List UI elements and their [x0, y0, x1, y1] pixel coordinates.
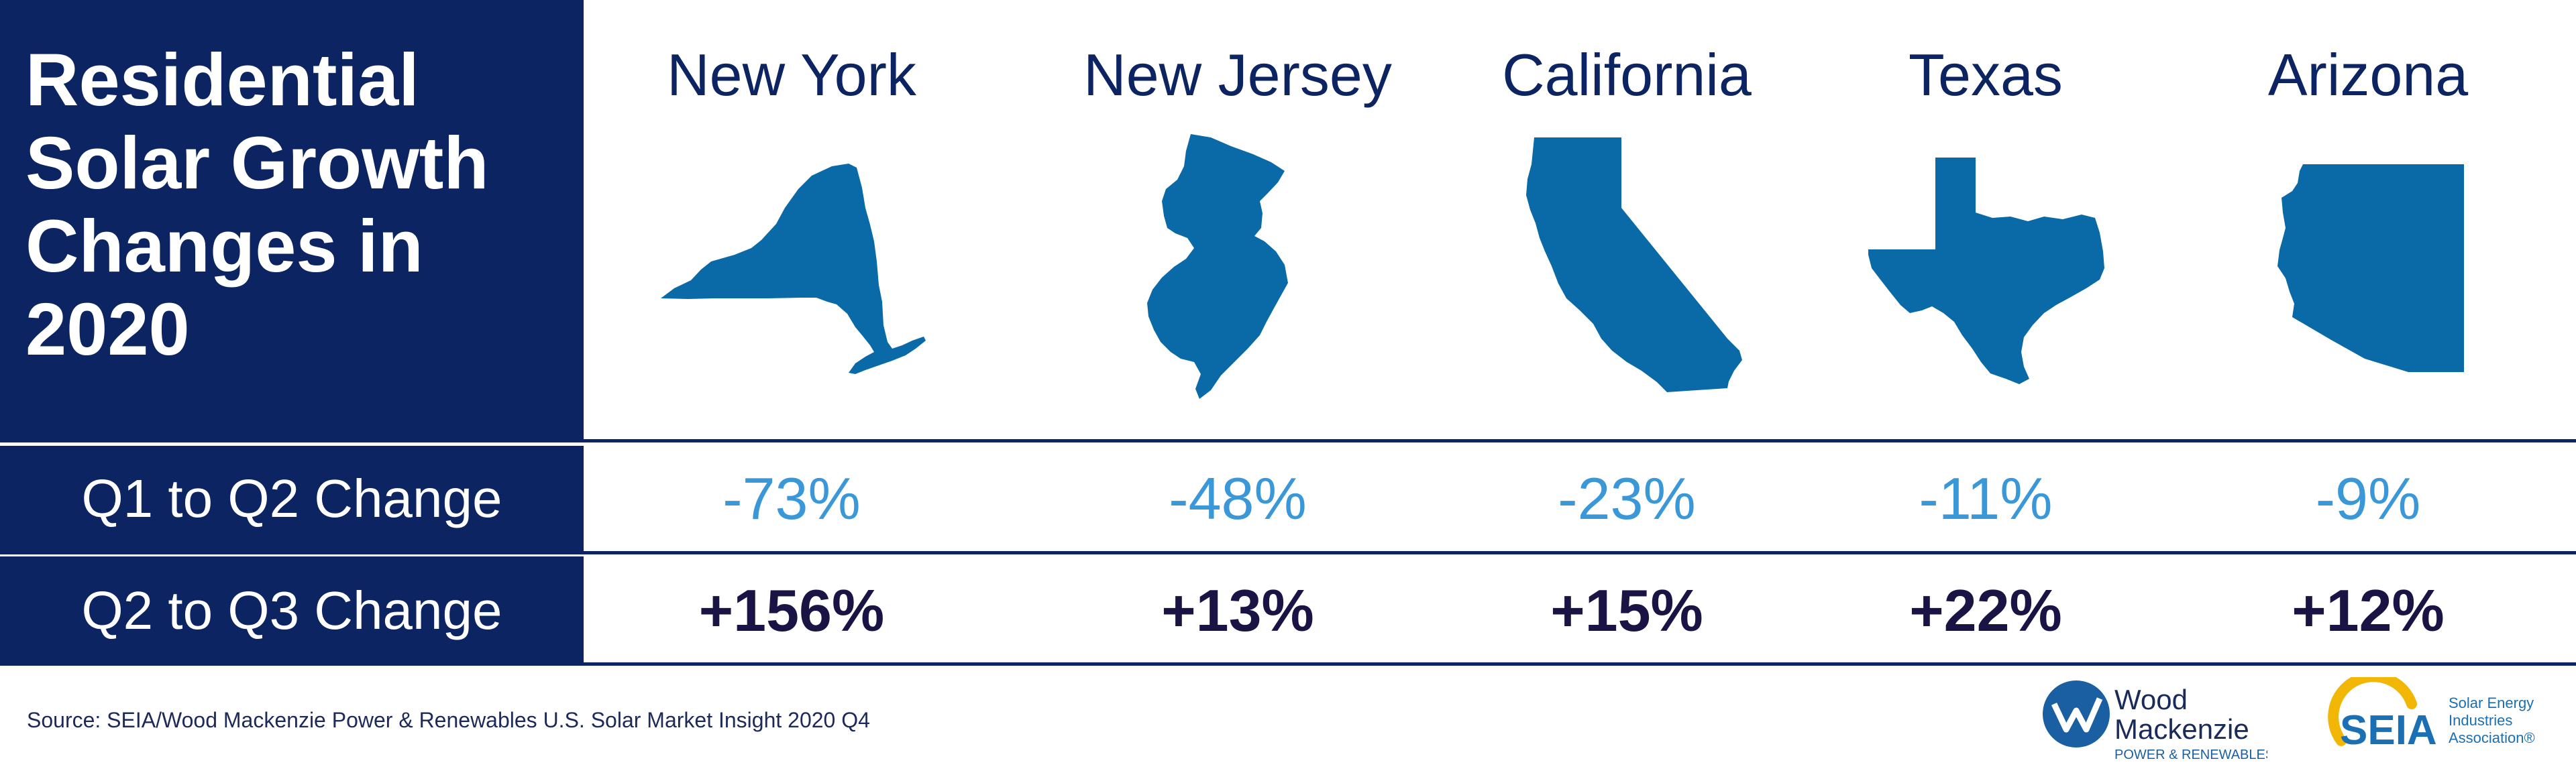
seia-logo-mark: SEIA: [2340, 707, 2437, 754]
value-q1-q2-arizona: -9%: [2315, 465, 2421, 532]
state-name-new-jersey: New Jersey: [1083, 42, 1392, 108]
value-q1-q2-california: -23%: [1558, 465, 1696, 532]
texas-map-icon: [1868, 158, 2104, 384]
state-column-california: California: [1426, 0, 1828, 441]
new-jersey-map-icon: [1147, 134, 1288, 399]
wm-logo-line3: POWER & RENEWABLES: [2114, 748, 2267, 762]
value-q2-q3-new-jersey: +13%: [1161, 577, 1314, 644]
seia-logo-line2: Industries: [2449, 712, 2512, 729]
source-note: Source: SEIA/Wood Mackenzie Power & Rene…: [27, 708, 870, 732]
state-name-texas: Texas: [1909, 42, 2063, 108]
value-q1-q2-texas: -11%: [1919, 465, 2053, 532]
seia-logo: SEIA Solar Energy Industries Association…: [2328, 677, 2535, 754]
california-map-icon: [1526, 137, 1742, 392]
seia-logo-line1: Solar Energy: [2449, 695, 2534, 711]
divider-middle: [0, 551, 2576, 554]
state-column-texas: Texas: [1784, 0, 2187, 441]
state-name-new-york: New York: [667, 42, 916, 108]
divider-top: [0, 439, 2576, 442]
row-label-q2-q3: Q2 to Q3 Change: [0, 556, 584, 665]
seia-logo-line3: Association®: [2449, 729, 2535, 746]
state-column-arizona: Arizona: [2167, 0, 2569, 441]
state-column-new-york: New York: [590, 0, 993, 441]
divider-bottom: [0, 662, 2576, 666]
state-column-new-jersey: New Jersey: [1036, 0, 1439, 441]
wood-mackenzie-logo: Wood Mackenzie POWER & RENEWABLES: [2043, 680, 2267, 762]
new-york-map-icon: [661, 164, 926, 374]
value-q1-q2-new-jersey: -48%: [1169, 465, 1307, 532]
value-q2-q3-arizona: +12%: [2292, 577, 2445, 644]
row-label-q1-q2: Q1 to Q2 Change: [0, 446, 584, 552]
wm-logo-line1: Wood: [2114, 684, 2188, 715]
chart-title: Residential Solar Growth Changes in 2020: [25, 39, 489, 371]
value-q2-q3-new-york: +156%: [698, 577, 885, 644]
title-panel: Residential Solar Growth Changes in 2020: [0, 0, 584, 441]
wm-logo-line2: Mackenzie: [2114, 713, 2249, 745]
value-q1-q2-new-york: -73%: [722, 465, 861, 532]
value-q2-q3-texas: +22%: [1909, 577, 2062, 644]
state-name-arizona: Arizona: [2267, 42, 2469, 108]
state-name-california: California: [1502, 42, 1752, 108]
value-q2-q3-california: +15%: [1550, 577, 1703, 644]
arizona-map-icon: [2277, 164, 2464, 372]
